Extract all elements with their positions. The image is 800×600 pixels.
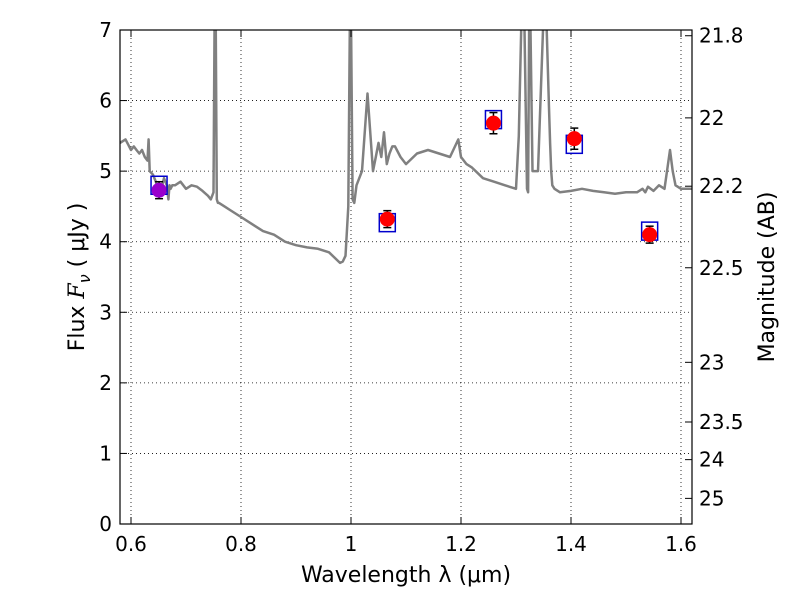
mag-tick-label: 23 (699, 350, 724, 374)
y-axis-label-subscript: ν (75, 274, 94, 283)
y-tick-label: 6 (99, 89, 112, 113)
mag-tick-label: 23.5 (699, 410, 744, 434)
y-tick-label: 7 (99, 18, 112, 42)
y-axis-label-prefix: Flux (65, 299, 90, 352)
plot-background (120, 30, 692, 524)
y-tick-label: 5 (99, 159, 112, 183)
data-point (566, 131, 582, 147)
x-tick-label: 1.4 (555, 532, 587, 556)
mag-tick-label: 25 (699, 486, 724, 510)
mag-tick-label: 22.5 (699, 256, 744, 280)
data-point (642, 227, 658, 243)
x-tick-label: 0.6 (115, 532, 147, 556)
y-tick-label: 3 (99, 300, 112, 324)
y-axis-label-symbol: F (65, 283, 90, 300)
x-axis-label: Wavelength λ (μm) (301, 563, 511, 588)
data-point (379, 211, 395, 227)
x-tick-label: 0.8 (225, 532, 257, 556)
data-point (151, 182, 167, 198)
y-tick-label: 1 (99, 441, 112, 465)
right-axis-label: Magnitude (AB) (755, 192, 780, 363)
y-axis-label-unit: ( μJy ) (65, 203, 90, 275)
model-spectrum-line (120, 30, 692, 265)
y-tick-label: 2 (99, 371, 112, 395)
x-tick-label: 1 (345, 532, 358, 556)
model-spectrum-layer (120, 30, 692, 265)
y-axis-label: Flux Fν ( μJy ) (65, 203, 94, 352)
y-tick-label: 4 (99, 230, 112, 254)
mag-tick-label: 22 (699, 106, 724, 130)
mag-tick-label: 22.2 (699, 174, 744, 198)
x-tick-label: 1.2 (445, 532, 477, 556)
mag-tick-label: 24 (699, 448, 724, 472)
mag-tick-label: 21.8 (699, 24, 744, 48)
x-tick-label: 1.6 (665, 532, 697, 556)
photometry-layer (150, 109, 659, 244)
plot-frame (119, 29, 693, 525)
data-point (485, 115, 501, 131)
y-tick-label: 0 (99, 512, 112, 536)
